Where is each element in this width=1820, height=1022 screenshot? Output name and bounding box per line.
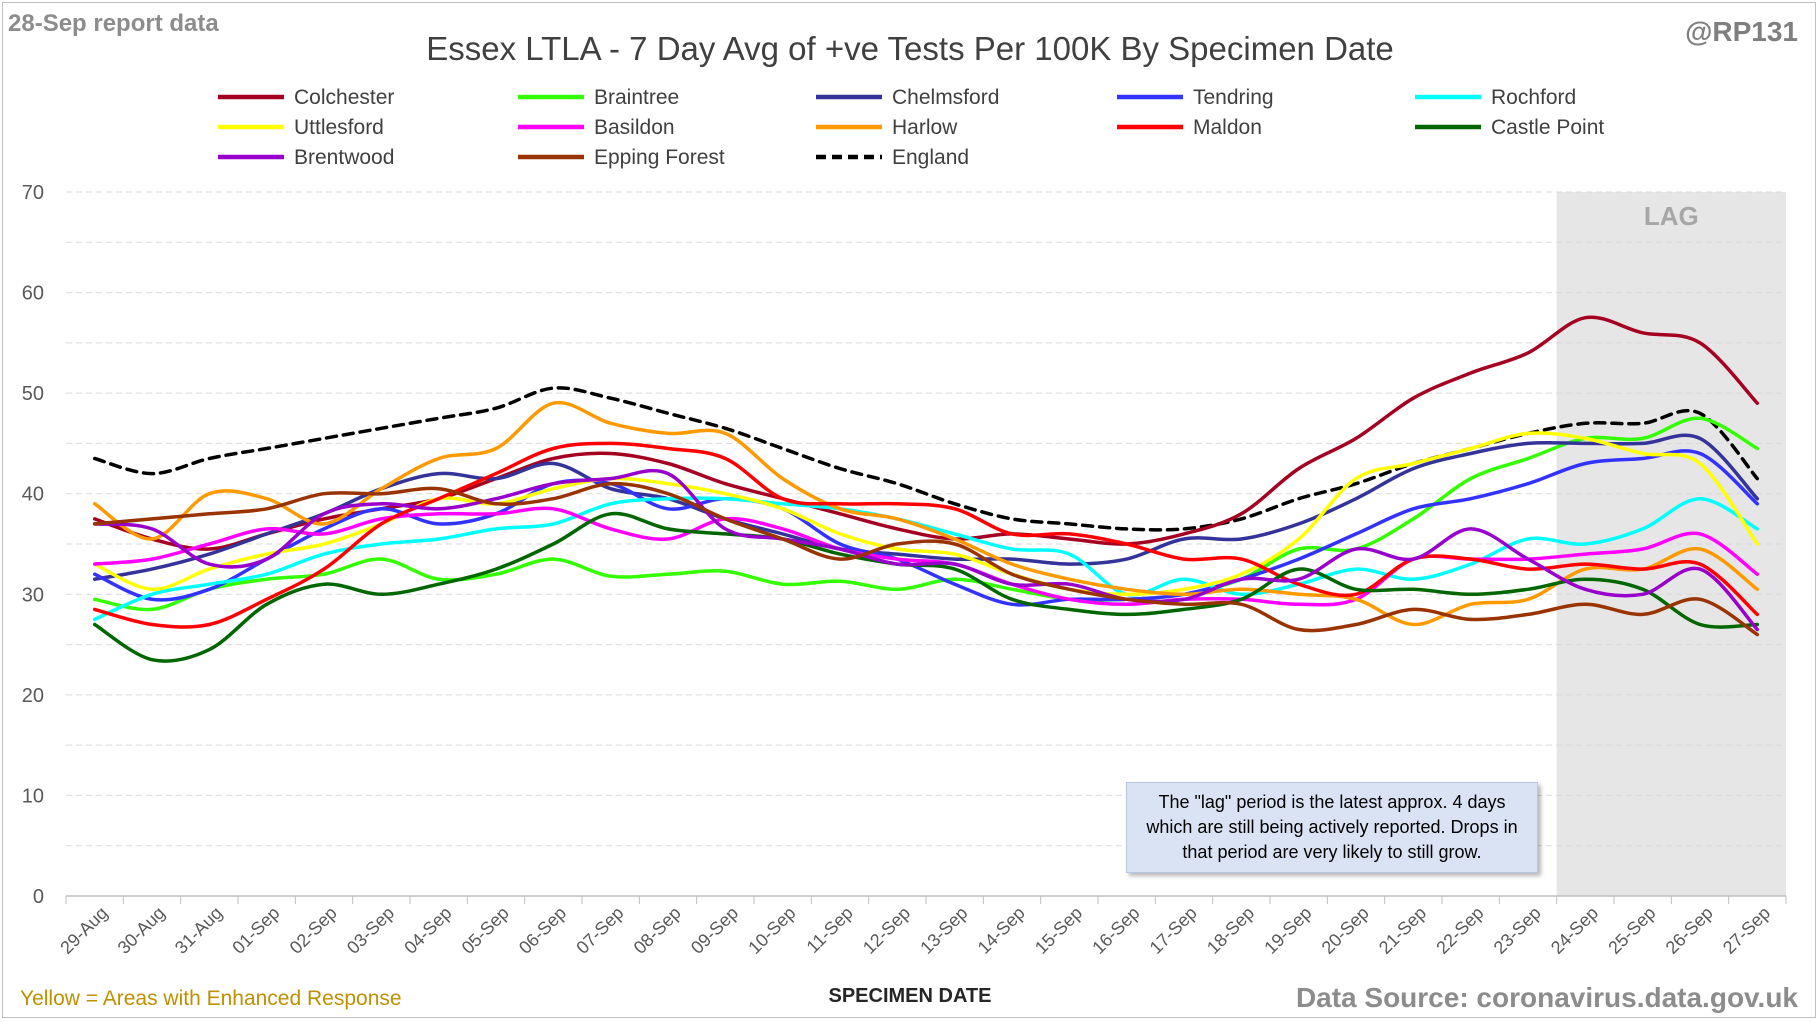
x-tick-label: 19-Sep bbox=[1260, 903, 1315, 958]
enhanced-response-note: Yellow = Areas with Enhanced Response bbox=[20, 987, 402, 1010]
x-tick-label: 08-Sep bbox=[630, 903, 685, 958]
y-tick-label: 10 bbox=[22, 785, 44, 807]
x-tick-label: 18-Sep bbox=[1203, 903, 1258, 958]
legend-label: Maldon bbox=[1193, 116, 1262, 139]
legend-label: Chelmsford bbox=[892, 86, 999, 109]
y-tick-label: 0 bbox=[33, 886, 44, 908]
x-tick-label: 02-Sep bbox=[286, 903, 341, 958]
x-tick-label: 20-Sep bbox=[1318, 903, 1373, 958]
x-tick-label: 26-Sep bbox=[1662, 903, 1717, 958]
y-tick-label: 50 bbox=[22, 383, 44, 405]
legend-label: Colchester bbox=[294, 86, 394, 109]
x-tick-label: 11-Sep bbox=[803, 903, 857, 957]
legend-label: Basildon bbox=[594, 116, 675, 139]
x-tick-label: 16-Sep bbox=[1088, 903, 1143, 958]
x-tick-label: 07-Sep bbox=[572, 903, 627, 958]
legend-label: England bbox=[892, 146, 969, 169]
legend-label: Brentwood bbox=[294, 146, 394, 169]
y-tick-label: 30 bbox=[22, 584, 44, 606]
x-tick-label: 24-Sep bbox=[1547, 903, 1602, 958]
x-tick-label: 27-Sep bbox=[1719, 903, 1774, 958]
y-tick-label: 20 bbox=[22, 685, 44, 707]
x-tick-label: 12-Sep bbox=[859, 903, 914, 958]
legend-label: Castle Point bbox=[1491, 116, 1604, 139]
x-tick-label: 29-Aug bbox=[56, 903, 111, 958]
x-tick-label: 01-Sep bbox=[228, 903, 283, 958]
series-line-epping-forest bbox=[92, 481, 1760, 637]
lag-note: The "lag" period is the latest approx. 4… bbox=[1126, 782, 1538, 873]
x-tick-label: 09-Sep bbox=[687, 903, 742, 958]
data-source: Data Source: coronavirus.data.gov.uk bbox=[1295, 982, 1798, 1013]
series-line-brentwood bbox=[92, 468, 1760, 632]
report-date-label: 28-Sep report data bbox=[8, 10, 219, 37]
legend-label: Harlow bbox=[892, 116, 958, 139]
x-tick-label: 22-Sep bbox=[1432, 903, 1487, 958]
x-axis-title: SPECIMEN DATE bbox=[828, 985, 992, 1007]
legend-label: Braintree bbox=[594, 86, 679, 109]
series-line-castle-point bbox=[92, 511, 1760, 663]
legend-label: Epping Forest bbox=[594, 146, 725, 169]
x-tick-label: 25-Sep bbox=[1604, 903, 1659, 958]
y-tick-label: 60 bbox=[22, 283, 44, 305]
x-tick-label: 17-Sep bbox=[1146, 903, 1201, 958]
x-tick-label: 15-Sep bbox=[1031, 903, 1086, 958]
x-tick-label: 04-Sep bbox=[400, 903, 455, 958]
legend-label: Tendring bbox=[1193, 86, 1274, 109]
x-tick-label: 13-Sep bbox=[916, 903, 971, 958]
legend-label: Uttlesford bbox=[294, 116, 384, 139]
x-tick-label: 31-Aug bbox=[171, 903, 226, 958]
x-tick-label: 06-Sep bbox=[515, 903, 570, 958]
series-line-harlow bbox=[92, 400, 1760, 627]
series-line-maldon bbox=[92, 441, 1760, 629]
y-tick-label: 70 bbox=[22, 182, 44, 204]
x-tick-label: 30-Aug bbox=[114, 903, 169, 958]
x-tick-label: 23-Sep bbox=[1490, 903, 1545, 958]
x-tick-label: 21-Sep bbox=[1375, 903, 1430, 958]
legend-label: Rochford bbox=[1491, 86, 1576, 109]
x-tick-label: 03-Sep bbox=[343, 903, 398, 958]
y-tick-label: 40 bbox=[22, 484, 44, 506]
lag-label: LAG bbox=[1644, 201, 1699, 231]
author-credit: @RP131 bbox=[1685, 16, 1798, 47]
x-tick-label: 05-Sep bbox=[458, 903, 513, 958]
x-tick-label: 10-Sep bbox=[744, 903, 799, 958]
chart-title: Essex LTLA - 7 Day Avg of +ve Tests Per … bbox=[426, 30, 1394, 67]
x-tick-label: 14-Sep bbox=[974, 903, 1029, 958]
